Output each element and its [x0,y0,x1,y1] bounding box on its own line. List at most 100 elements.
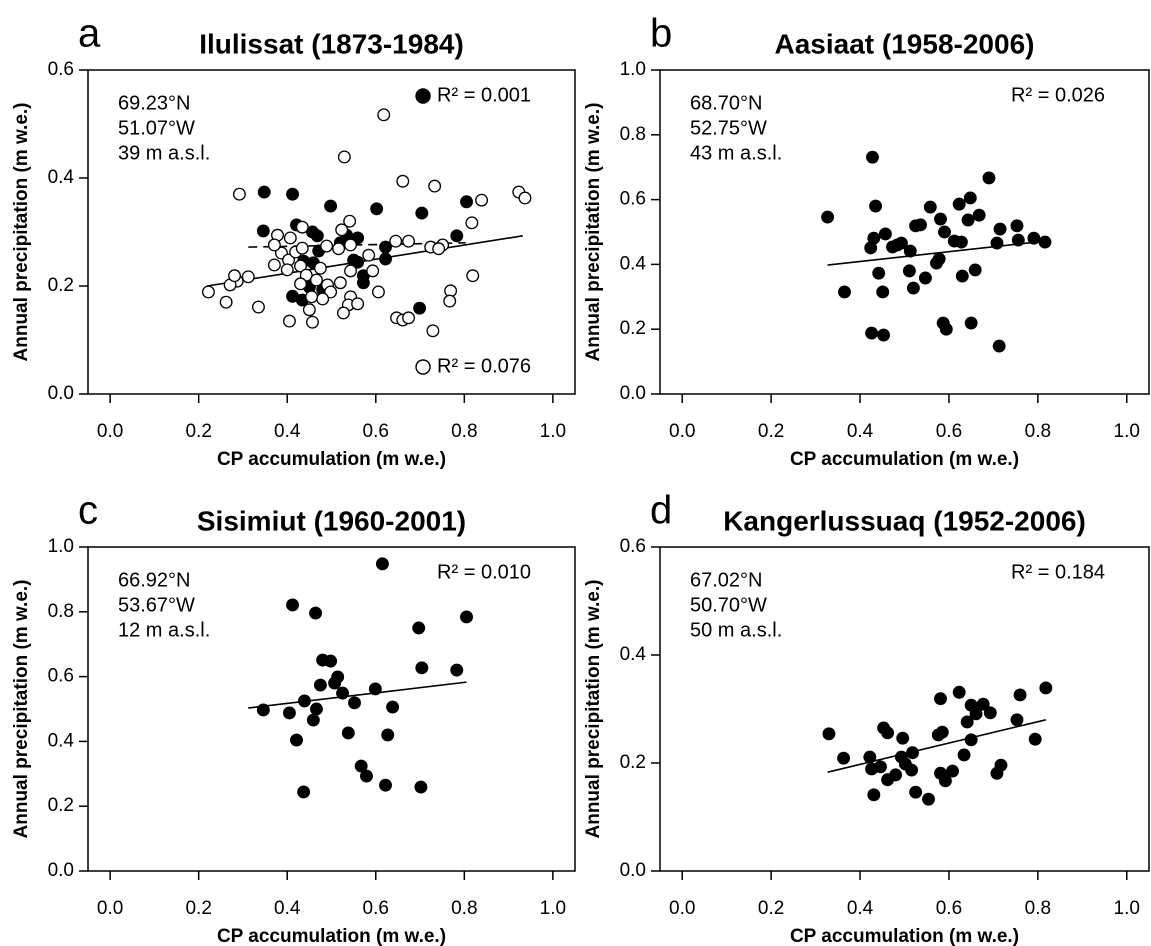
data-point [344,264,357,278]
plot-frame [87,69,576,395]
data-point [869,199,883,213]
y-axis-title: Annual precipitation (m w.e.) [11,580,32,839]
data-point [256,224,270,238]
data-point [432,242,446,256]
panel-label: d [650,489,672,533]
x-tick-label: 0.4 [847,898,874,919]
data-point [313,261,327,275]
regression-line [827,719,1047,773]
y-tick-label: 0.6 [620,536,646,557]
data-point [863,750,877,764]
annotation: 68.70°N [690,92,763,114]
data-point [934,212,947,226]
y-tick-label: 0.4 [48,167,75,188]
data-point [878,227,892,241]
y-tick-label: 0.6 [48,666,74,687]
data-point [294,259,307,273]
x-axis-title: CP accumulation (m w.e.) [217,449,446,470]
data-point [305,290,319,304]
data-point [351,297,365,311]
data-point [460,195,473,209]
data-point [964,733,978,747]
data-point [402,311,415,325]
chart-title: Ilulissat (1873-1984) [199,28,464,59]
data-point [412,621,426,635]
data-point [298,694,311,708]
x-tick-label: 0.8 [1025,421,1051,442]
y-tick-label: 0.6 [620,189,646,210]
data-point [294,277,307,291]
data-point [903,244,917,258]
data-point [286,187,299,201]
annotation: 50 m a.s.l. [690,619,782,641]
data-point [379,778,392,792]
data-point [1039,681,1053,695]
panel: 0.0 0.2 0.4 0.6 0.8 1.0 0.0 0.2 0.4 0.6 CP accumul… [11,12,576,470]
y-tick-label: 0.4 [620,253,647,274]
x-tick-label: 0.0 [669,421,695,442]
data-point [938,774,952,788]
x-tick-label: 0.0 [97,898,123,919]
data-point [518,191,532,205]
data-point [866,150,879,164]
x-tick-label: 1.0 [1114,898,1140,919]
data-point [972,208,986,222]
data-point [341,726,355,740]
data-point [370,202,384,216]
data-point [922,792,935,806]
data-point [371,285,385,299]
data-point [983,706,997,720]
data-point [906,746,919,760]
x-tick-label: 1.0 [540,898,566,919]
data-point [872,266,886,280]
x-tick-label: 0.6 [936,898,962,919]
data-point [876,285,890,299]
data-point [324,199,338,213]
annotation: 53.67°W [118,594,195,616]
y-tick-label: 0.0 [620,860,646,881]
data-point [894,236,908,250]
regression-line [206,234,523,287]
data-point [450,229,464,243]
data-point [905,763,919,777]
legend-label: R² = 0.001 [437,84,531,106]
data-point [306,713,320,727]
data-point [336,686,350,700]
x-tick-label: 0.8 [451,898,477,919]
data-point [960,715,974,729]
data-point [309,702,323,716]
data-point [375,557,389,571]
data-point [302,303,316,317]
data-point [964,316,978,330]
data-point [954,235,968,249]
data-point [402,234,415,248]
x-tick-label: 0.4 [274,898,301,919]
y-tick-label: 0.0 [48,860,74,881]
x-axis-title: CP accumulation (m w.e.) [217,926,446,946]
x-tick-label: 0.2 [185,421,211,442]
panel: 0.0 0.2 0.4 0.6 0.8 1.0 0.0 0.2 0.4 0.6 0.8 1.0 CP a… [11,489,576,946]
data-point [343,214,357,228]
data-point [283,231,297,245]
data-point [867,788,881,802]
annotation: 43 m a.s.l. [690,142,782,164]
data-point [914,218,927,232]
data-point [1027,231,1041,245]
data-point [333,276,347,290]
data-point [201,285,215,299]
x-tick-label: 0.0 [669,898,695,919]
data-point [837,751,851,765]
data-point [344,238,357,252]
chart-title: Kangerlussuaq (1952-2006) [723,505,1086,536]
data-point [415,206,429,220]
data-point [952,197,966,211]
data-point [396,174,410,188]
y-tick-label: 1.0 [620,59,646,80]
data-point [290,733,303,747]
plot-frame [659,546,1150,872]
annotation: 39 m a.s.l. [118,142,210,164]
y-tick-label: 0.0 [48,383,74,404]
y-tick-label: 0.2 [48,275,74,296]
y-tick-label: 0.4 [620,644,647,665]
